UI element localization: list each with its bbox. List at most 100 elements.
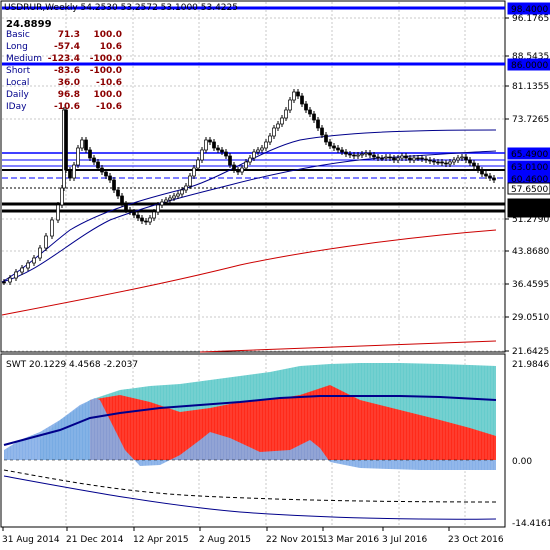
- candle: [80, 137, 84, 151]
- candle: [60, 185, 64, 208]
- stat-label: Basic: [6, 30, 30, 40]
- stat-label: IDay: [6, 102, 27, 112]
- stat-row: Local 36.0 -10.6: [6, 78, 122, 88]
- price-marker-label: 53.0500: [511, 208, 548, 218]
- candle: [188, 173, 192, 189]
- candle: [316, 117, 320, 131]
- candle: [452, 157, 456, 165]
- candle: [276, 121, 280, 131]
- candle: [484, 171, 488, 179]
- stat-label: Local: [6, 78, 29, 88]
- candle: [260, 145, 264, 153]
- stat-value-2: 100.0: [94, 30, 122, 40]
- candle: [96, 159, 100, 171]
- price-tick-label: 29.0510: [512, 313, 549, 323]
- candle: [424, 156, 428, 163]
- candle: [384, 154, 388, 161]
- candle: [112, 177, 116, 193]
- stat-value-1: -123.4: [48, 54, 80, 64]
- stat-value-2: 100.0: [94, 90, 122, 100]
- candle: [368, 150, 372, 158]
- candle: [344, 149, 348, 157]
- price-marker: 65.4900: [507, 147, 550, 160]
- candle: [38, 245, 42, 261]
- candle: [472, 160, 476, 169]
- indicator-axis: 21.9846 0.00 -14.4161: [512, 360, 550, 529]
- candle: [148, 215, 152, 225]
- candle: [68, 167, 72, 181]
- indicator-tick-label: 21.9846: [512, 360, 549, 370]
- candle: [324, 132, 328, 145]
- candle: [2, 279, 6, 285]
- candle: [404, 153, 408, 161]
- candle: [128, 207, 132, 215]
- time-axis: 31 Aug 2014 21 Dec 2014 12 Apr 2015 2 Aug 2…: [2, 527, 504, 545]
- candle: [456, 155, 460, 163]
- main-chart-frame: [0, 0, 506, 353]
- stat-label: Long: [6, 42, 28, 52]
- candle: [76, 145, 80, 168]
- candle: [192, 165, 196, 179]
- price-candles: [2, 89, 496, 285]
- candle: [64, 107, 68, 173]
- candle: [448, 159, 452, 167]
- candle: [26, 260, 30, 271]
- candle: [196, 157, 200, 171]
- stat-label: Short: [6, 66, 31, 76]
- candle: [232, 162, 236, 173]
- stat-row: Medium -123.4 -100.0: [6, 54, 122, 64]
- candle: [480, 167, 484, 177]
- price-marker: 63.0100: [507, 160, 550, 173]
- stat-value-2: 10.6: [100, 42, 122, 52]
- price-tick-label: 43.8680: [512, 247, 549, 257]
- candle: [288, 97, 292, 113]
- price-tick-label: 73.7265: [512, 115, 549, 125]
- candle: [240, 165, 244, 175]
- candle: [108, 173, 112, 183]
- candle: [476, 163, 480, 173]
- candle: [72, 162, 76, 181]
- candle: [200, 147, 204, 163]
- candle: [428, 157, 432, 164]
- price-marker-label: 60.4600: [511, 175, 548, 185]
- candle: [228, 153, 232, 168]
- price-tick-label: 21.6425: [512, 347, 549, 357]
- time-tick-label: 21 Dec 2014: [66, 535, 124, 545]
- candle: [360, 151, 364, 158]
- time-tick-label: 22 Nov 2015: [266, 535, 324, 545]
- stat-value-1: 36.0: [58, 78, 80, 88]
- candle: [328, 139, 332, 149]
- price-tick-label: 96.1765: [512, 14, 549, 24]
- candle: [20, 265, 24, 275]
- candle: [372, 152, 376, 160]
- candle: [156, 202, 160, 215]
- price-marker: 98.4000: [507, 2, 550, 15]
- candle: [320, 125, 324, 138]
- candle: [416, 155, 420, 161]
- candle: [488, 173, 492, 181]
- candle: [460, 154, 464, 161]
- stat-value-2: -100.0: [90, 66, 122, 76]
- candle: [208, 137, 212, 145]
- candle: [432, 158, 436, 165]
- stat-value-1: -83.6: [54, 66, 80, 76]
- candle: [252, 149, 256, 161]
- stat-value-1: 96.8: [58, 90, 80, 100]
- candle: [8, 275, 12, 285]
- candle: [280, 115, 284, 127]
- candle: [32, 255, 36, 266]
- current-value: 24.8899: [6, 19, 52, 30]
- candle: [412, 155, 416, 163]
- candle: [244, 159, 248, 171]
- stat-value-1: -57.4: [54, 42, 80, 52]
- candle: [176, 191, 180, 199]
- price-tick-label: 51.2790: [512, 215, 549, 225]
- candle: [180, 187, 184, 197]
- stat-row: Daily 96.8 100.0: [6, 90, 122, 100]
- candle: [144, 218, 148, 225]
- candle: [340, 147, 344, 155]
- candle: [132, 209, 136, 218]
- candle: [296, 89, 300, 99]
- candle: [168, 195, 172, 203]
- price-marker-label: 63.0100: [511, 163, 548, 173]
